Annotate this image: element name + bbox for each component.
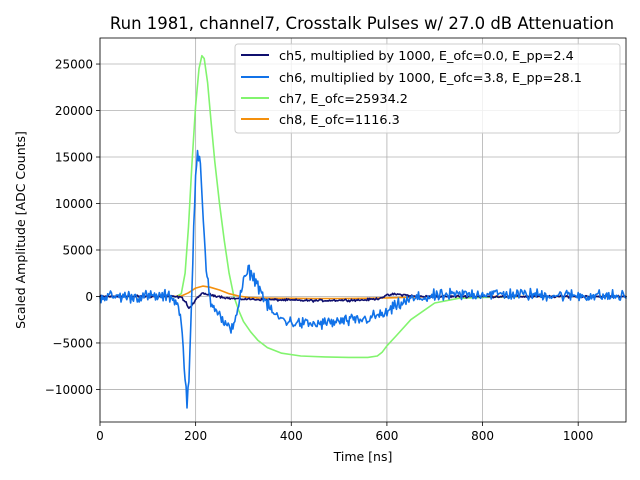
x-tick-label: 600 — [375, 429, 398, 443]
legend: ch5, multiplied by 1000, E_ofc=0.0, E_pp… — [234, 43, 621, 134]
y-tick-label: −10000 — [45, 383, 93, 397]
series-line-ch5 — [99, 292, 627, 310]
y-tick-label: −5000 — [52, 336, 93, 350]
y-tick-label: 15000 — [55, 151, 93, 165]
legend-label-ch5: ch5, multiplied by 1000, E_ofc=0.0, E_pp… — [279, 49, 574, 64]
y-tick-label: 0 — [85, 290, 93, 304]
x-axis-label: Time [ns] — [333, 449, 393, 464]
series-line-ch7 — [99, 54, 627, 359]
axes-frame — [99, 37, 627, 423]
y-axis: −10000 −5000 0 5000 10000 15000 20000 25000 — [45, 58, 100, 397]
legend-label-ch6: ch6, multiplied by 1000, E_ofc=3.8, E_pp… — [279, 71, 582, 86]
x-tick-label: 0 — [96, 429, 104, 443]
legend-box — [234, 43, 621, 134]
series-line-ch6 — [99, 149, 627, 409]
y-tick-label: 10000 — [55, 197, 93, 211]
y-tick-label: 5000 — [62, 243, 93, 257]
legend-label-ch7: ch7, E_ofc=25934.2 — [279, 92, 408, 107]
x-tick-label: 1000 — [563, 429, 594, 443]
chart-title: Run 1981, channel7, Crosstalk Pulses w/ … — [110, 14, 614, 33]
y-axis-label: Scaled Amplitude [ADC Counts] — [13, 131, 28, 329]
x-axis: 0 200 400 600 800 1000 — [96, 422, 593, 443]
x-tick-label: 200 — [184, 429, 207, 443]
x-tick-label: 400 — [280, 429, 303, 443]
y-tick-label: 25000 — [55, 58, 93, 72]
y-tick-label: 20000 — [55, 104, 93, 118]
x-tick-label: 800 — [471, 429, 494, 443]
legend-label-ch8: ch8, E_ofc=1116.3 — [279, 113, 400, 128]
plot-area — [99, 54, 627, 409]
